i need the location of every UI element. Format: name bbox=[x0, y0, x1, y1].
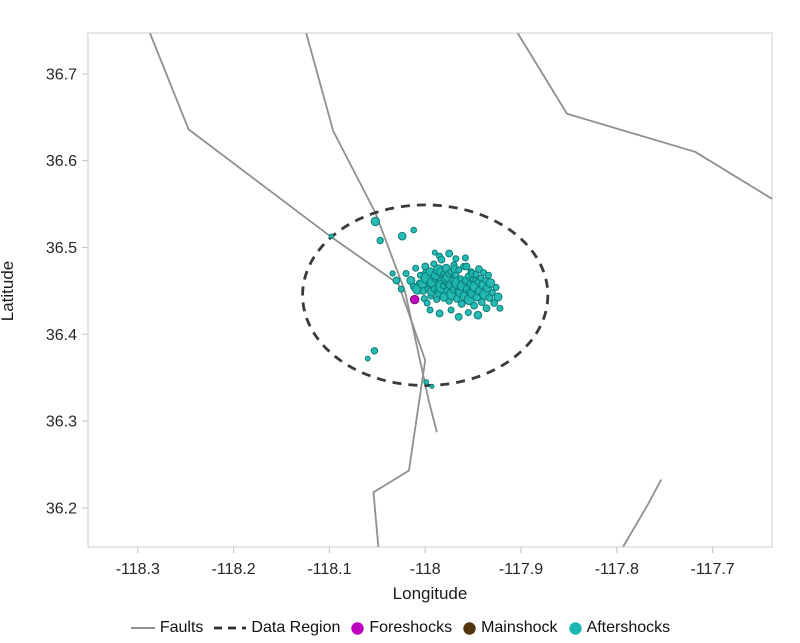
aftershock-point bbox=[423, 299, 431, 307]
fault-line bbox=[305, 33, 438, 433]
aftershock-point bbox=[429, 383, 435, 389]
aftershock-point bbox=[402, 270, 410, 278]
aftershock-point bbox=[370, 216, 381, 227]
aftershock-point bbox=[328, 233, 335, 239]
plot-frame bbox=[87, 32, 773, 548]
x-axis-label: Longitude bbox=[392, 584, 468, 603]
aftershock-point bbox=[431, 249, 438, 256]
aftershock-point bbox=[490, 299, 499, 307]
y-tick-label: 36.4 bbox=[46, 327, 77, 344]
y-tick-label: 36.3 bbox=[46, 414, 77, 431]
legend-label-faults: Faults bbox=[159, 619, 204, 636]
aftershock-point bbox=[492, 283, 500, 291]
aftershock-point bbox=[474, 265, 483, 274]
aftershock-point bbox=[435, 309, 444, 318]
aftershock-point bbox=[412, 264, 420, 272]
aftershock-point bbox=[430, 260, 438, 268]
foreshocks-points bbox=[409, 294, 420, 305]
legend-label-mainshock: Mainshock bbox=[481, 619, 558, 636]
legend-label-aftershocks: Aftershocks bbox=[586, 619, 671, 636]
fault-line bbox=[149, 33, 427, 547]
aftershock-point bbox=[376, 236, 384, 245]
x-tick-label: -118.2 bbox=[212, 561, 256, 578]
aftershock-point bbox=[457, 299, 466, 308]
aftershock-point bbox=[485, 278, 496, 288]
y-tick-label: 36.7 bbox=[46, 66, 77, 83]
aftershock-point bbox=[470, 301, 478, 310]
aftershock-point bbox=[370, 347, 379, 355]
legend-item-mainshock: Mainshock bbox=[462, 619, 558, 637]
aftershock-point bbox=[447, 306, 455, 314]
x-tick-label: -118.3 bbox=[116, 561, 160, 578]
y-tick-label: 36.2 bbox=[46, 500, 77, 517]
aftershocks-points bbox=[328, 216, 504, 389]
data-region-ellipse bbox=[301, 203, 550, 387]
fault-line bbox=[622, 479, 662, 547]
aftershock-point bbox=[473, 310, 483, 320]
aftershock-point bbox=[423, 379, 430, 385]
aftershock-point bbox=[484, 271, 492, 279]
mainshock-dot-icon bbox=[462, 621, 477, 636]
legend-item-faults: Faults bbox=[130, 619, 204, 637]
aftershock-point bbox=[455, 266, 463, 274]
foreshock-point bbox=[409, 294, 420, 305]
aftershock-point bbox=[496, 304, 504, 312]
y-axis-label: Latitude bbox=[0, 260, 17, 322]
legend-item-foreshocks: Foreshocks bbox=[350, 619, 452, 637]
aftershock-point bbox=[493, 292, 503, 302]
aftershock-point bbox=[452, 255, 460, 263]
fault-line bbox=[517, 33, 772, 200]
aftershock-point bbox=[437, 255, 446, 264]
aftershock-point bbox=[410, 226, 418, 234]
x-tick-label: -118 bbox=[410, 561, 441, 578]
aftershock-point bbox=[364, 355, 371, 362]
y-tick-label: 36.6 bbox=[46, 153, 77, 170]
plot-content bbox=[149, 33, 772, 547]
y-tick-label: 36.5 bbox=[46, 240, 77, 257]
aftershock-point bbox=[397, 231, 407, 241]
x-tick-label: -117.9 bbox=[499, 561, 543, 578]
faults-line-icon bbox=[130, 621, 156, 635]
aftershock-point bbox=[445, 249, 454, 258]
aftershock-point bbox=[464, 309, 472, 317]
legend: Faults Data Region Foreshocks Mainshock … bbox=[0, 619, 800, 637]
aftershock-point bbox=[392, 276, 401, 285]
dashed-line-icon bbox=[213, 621, 247, 635]
aftershock-point bbox=[462, 262, 471, 271]
aftershock-point bbox=[397, 285, 405, 293]
aftershocks-dot-icon bbox=[568, 621, 583, 636]
legend-item-data-region: Data Region bbox=[213, 619, 340, 637]
legend-item-aftershocks: Aftershocks bbox=[568, 619, 671, 637]
aftershock-point bbox=[426, 306, 434, 314]
x-tick-label: -118.1 bbox=[307, 561, 351, 578]
aftershock-point bbox=[389, 270, 396, 277]
aftershock-point bbox=[461, 254, 469, 262]
x-tick-label: -117.8 bbox=[595, 561, 639, 578]
foreshocks-dot-icon bbox=[350, 621, 365, 636]
x-tick-label: -117.7 bbox=[691, 561, 735, 578]
legend-label-data-region: Data Region bbox=[251, 619, 341, 636]
legend-label-foreshocks: Foreshocks bbox=[369, 619, 453, 636]
aftershock-point bbox=[482, 304, 491, 313]
aftershock-point bbox=[454, 313, 463, 321]
aftershock-point bbox=[488, 289, 496, 297]
